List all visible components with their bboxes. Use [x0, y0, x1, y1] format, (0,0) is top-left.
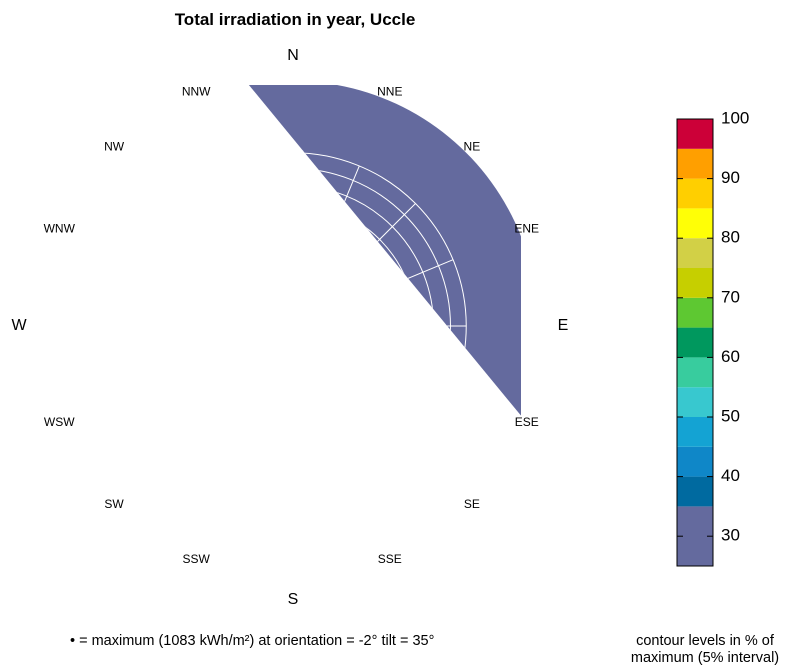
tilt-tick-label: 40° — [286, 236, 304, 250]
colorbar-band — [677, 357, 713, 388]
azimuth-grid-line — [248, 165, 294, 327]
direction-label-se: SE — [464, 497, 480, 511]
contour-note-line1: contour levels in % of — [636, 633, 774, 649]
azimuth-grid-line — [248, 203, 294, 327]
colorbar-band — [677, 119, 713, 149]
direction-label-ssw: SSW — [183, 552, 211, 566]
direction-label-ene: ENE — [514, 221, 539, 235]
direction-label-wsw: WSW — [44, 415, 75, 429]
colorbar-tick-label: 40 — [721, 466, 740, 485]
colorbar-band — [677, 268, 713, 298]
maximum-note: • = maximum (1083 kWh/m²) at orientation… — [70, 633, 435, 649]
tilt-tick-label: 80° — [286, 163, 304, 177]
colorbar-band — [677, 417, 713, 447]
tilt-tick-label: 70° — [286, 180, 304, 194]
colorbar-band — [677, 297, 713, 328]
direction-label-sw: SW — [104, 497, 124, 511]
direction-label-ne: NE — [464, 139, 481, 153]
contour-note-line2: maximum (5% interval) — [630, 650, 780, 666]
direction-label-w: W — [11, 317, 27, 334]
direction-label-ese: ESE — [515, 415, 539, 429]
colorbar-band — [677, 148, 713, 179]
tilt-tick-label: 60° — [286, 198, 304, 212]
azimuth-grid-line — [292, 325, 360, 416]
azimuth-grid-line — [248, 325, 294, 416]
maximum-marker — [292, 396, 299, 403]
direction-label-wnw: WNW — [44, 221, 76, 235]
tilt-tick-label: 10° — [286, 299, 304, 313]
direction-label-sse: SSE — [378, 552, 402, 566]
colorbar-band — [677, 387, 713, 417]
azimuth-grid-line — [292, 325, 454, 393]
colorbar-tick-label: 80 — [721, 228, 740, 247]
direction-label-s: S — [288, 591, 299, 608]
direction-label-nne: NNE — [377, 84, 402, 98]
azimuth-grid-line — [292, 325, 416, 416]
tilt-grid-circle — [249, 282, 337, 370]
tilt-tick-label: 90° — [286, 147, 304, 161]
direction-label-e: E — [558, 317, 569, 334]
colorbar-tick-label: 70 — [721, 287, 740, 306]
colorbar-band — [677, 446, 713, 477]
chart-title: Total irradiation in year, Uccle — [174, 10, 416, 29]
colorbar-tick-label: 90 — [721, 168, 740, 187]
tilt-tick-label: 50° — [286, 217, 304, 231]
direction-label-nnw: NNW — [182, 84, 211, 98]
tilt-tick-label: 20° — [286, 278, 304, 292]
contour-note: contour levels in % of maximum (5% inter… — [612, 633, 796, 667]
tilt-grid-circle — [248, 221, 398, 416]
colorbar-tick-label: 100 — [721, 108, 749, 127]
colorbar: 30 40 50 60 70 80 90 100 — [676, 108, 749, 567]
colorbar-frame — [676, 118, 714, 567]
direction-label-nw: NW — [104, 139, 125, 153]
direction-label-n: N — [287, 47, 299, 64]
polar-labels: N NNE NE ENE E ESE SE SSE S SSW SW WSW W WNW NW NNW 10° 2… — [11, 47, 568, 608]
colorbar-tick-label: 60 — [721, 347, 740, 366]
colorbar-band — [677, 238, 713, 268]
colorbar-tick-label: 30 — [721, 526, 740, 545]
colorbar-band — [677, 327, 713, 358]
colorbar-tick-label: 50 — [721, 406, 740, 425]
colorbar-band — [677, 208, 713, 239]
colorbar-band — [677, 476, 713, 507]
azimuth-grid-line — [248, 325, 294, 393]
azimuth-grid-line — [248, 325, 294, 416]
azimuth-grid-line — [248, 259, 294, 327]
colorbar-band — [677, 178, 713, 209]
tilt-tick-label: 30° — [286, 257, 304, 271]
